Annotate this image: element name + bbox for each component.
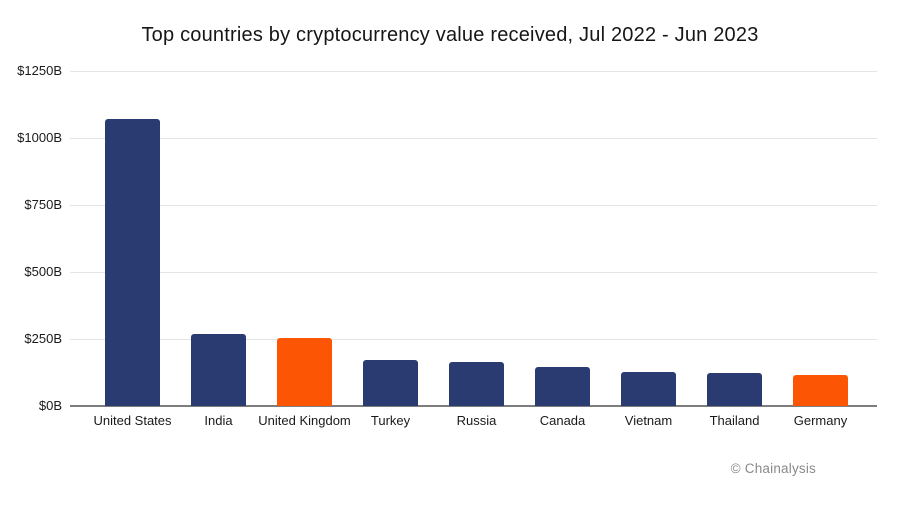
bar-canada <box>535 367 590 406</box>
x-axis-line <box>70 405 877 407</box>
bar-united-states <box>105 119 160 406</box>
bar-russia <box>449 362 504 406</box>
bar-thailand <box>707 372 762 406</box>
bar-india <box>191 333 246 406</box>
y-tick-label: $0B <box>38 398 62 413</box>
x-tick-label-united-states: United States <box>93 413 172 428</box>
y-tick-label: $1000B <box>17 130 62 145</box>
chart-title: Top countries by cryptocurrency value re… <box>141 24 759 46</box>
x-tick-label-russia: Russia <box>456 413 497 428</box>
x-tick-label-canada: Canada <box>539 413 586 428</box>
gridline <box>70 339 877 340</box>
gridline <box>70 71 877 72</box>
x-tick-label-united-kingdom: United Kingdom <box>258 413 351 428</box>
gridline <box>70 138 877 139</box>
x-tick-label-turkey: Turkey <box>370 413 411 428</box>
y-tick-label: $1250B <box>17 63 62 78</box>
x-tick-label-thailand: Thailand <box>709 413 760 428</box>
y-tick-label: $250B <box>24 331 62 346</box>
bar-turkey <box>363 360 418 406</box>
bar-united-kingdom <box>277 338 332 406</box>
x-tick-label-germany: Germany <box>793 413 848 428</box>
y-tick-label: $750B <box>24 197 62 212</box>
x-tick-label-vietnam: Vietnam <box>624 413 673 428</box>
gridline <box>70 205 877 206</box>
plot-area: $0B $250B $500B $750B $1000B $1250B United Sta… <box>17 63 877 428</box>
y-tick-label: $500B <box>24 264 62 279</box>
x-tick-label-india: India <box>204 413 233 428</box>
bar-vietnam <box>621 372 676 406</box>
gridline <box>70 272 877 273</box>
bar-germany <box>793 375 848 406</box>
attribution-text: © Chainalysis <box>730 461 816 476</box>
